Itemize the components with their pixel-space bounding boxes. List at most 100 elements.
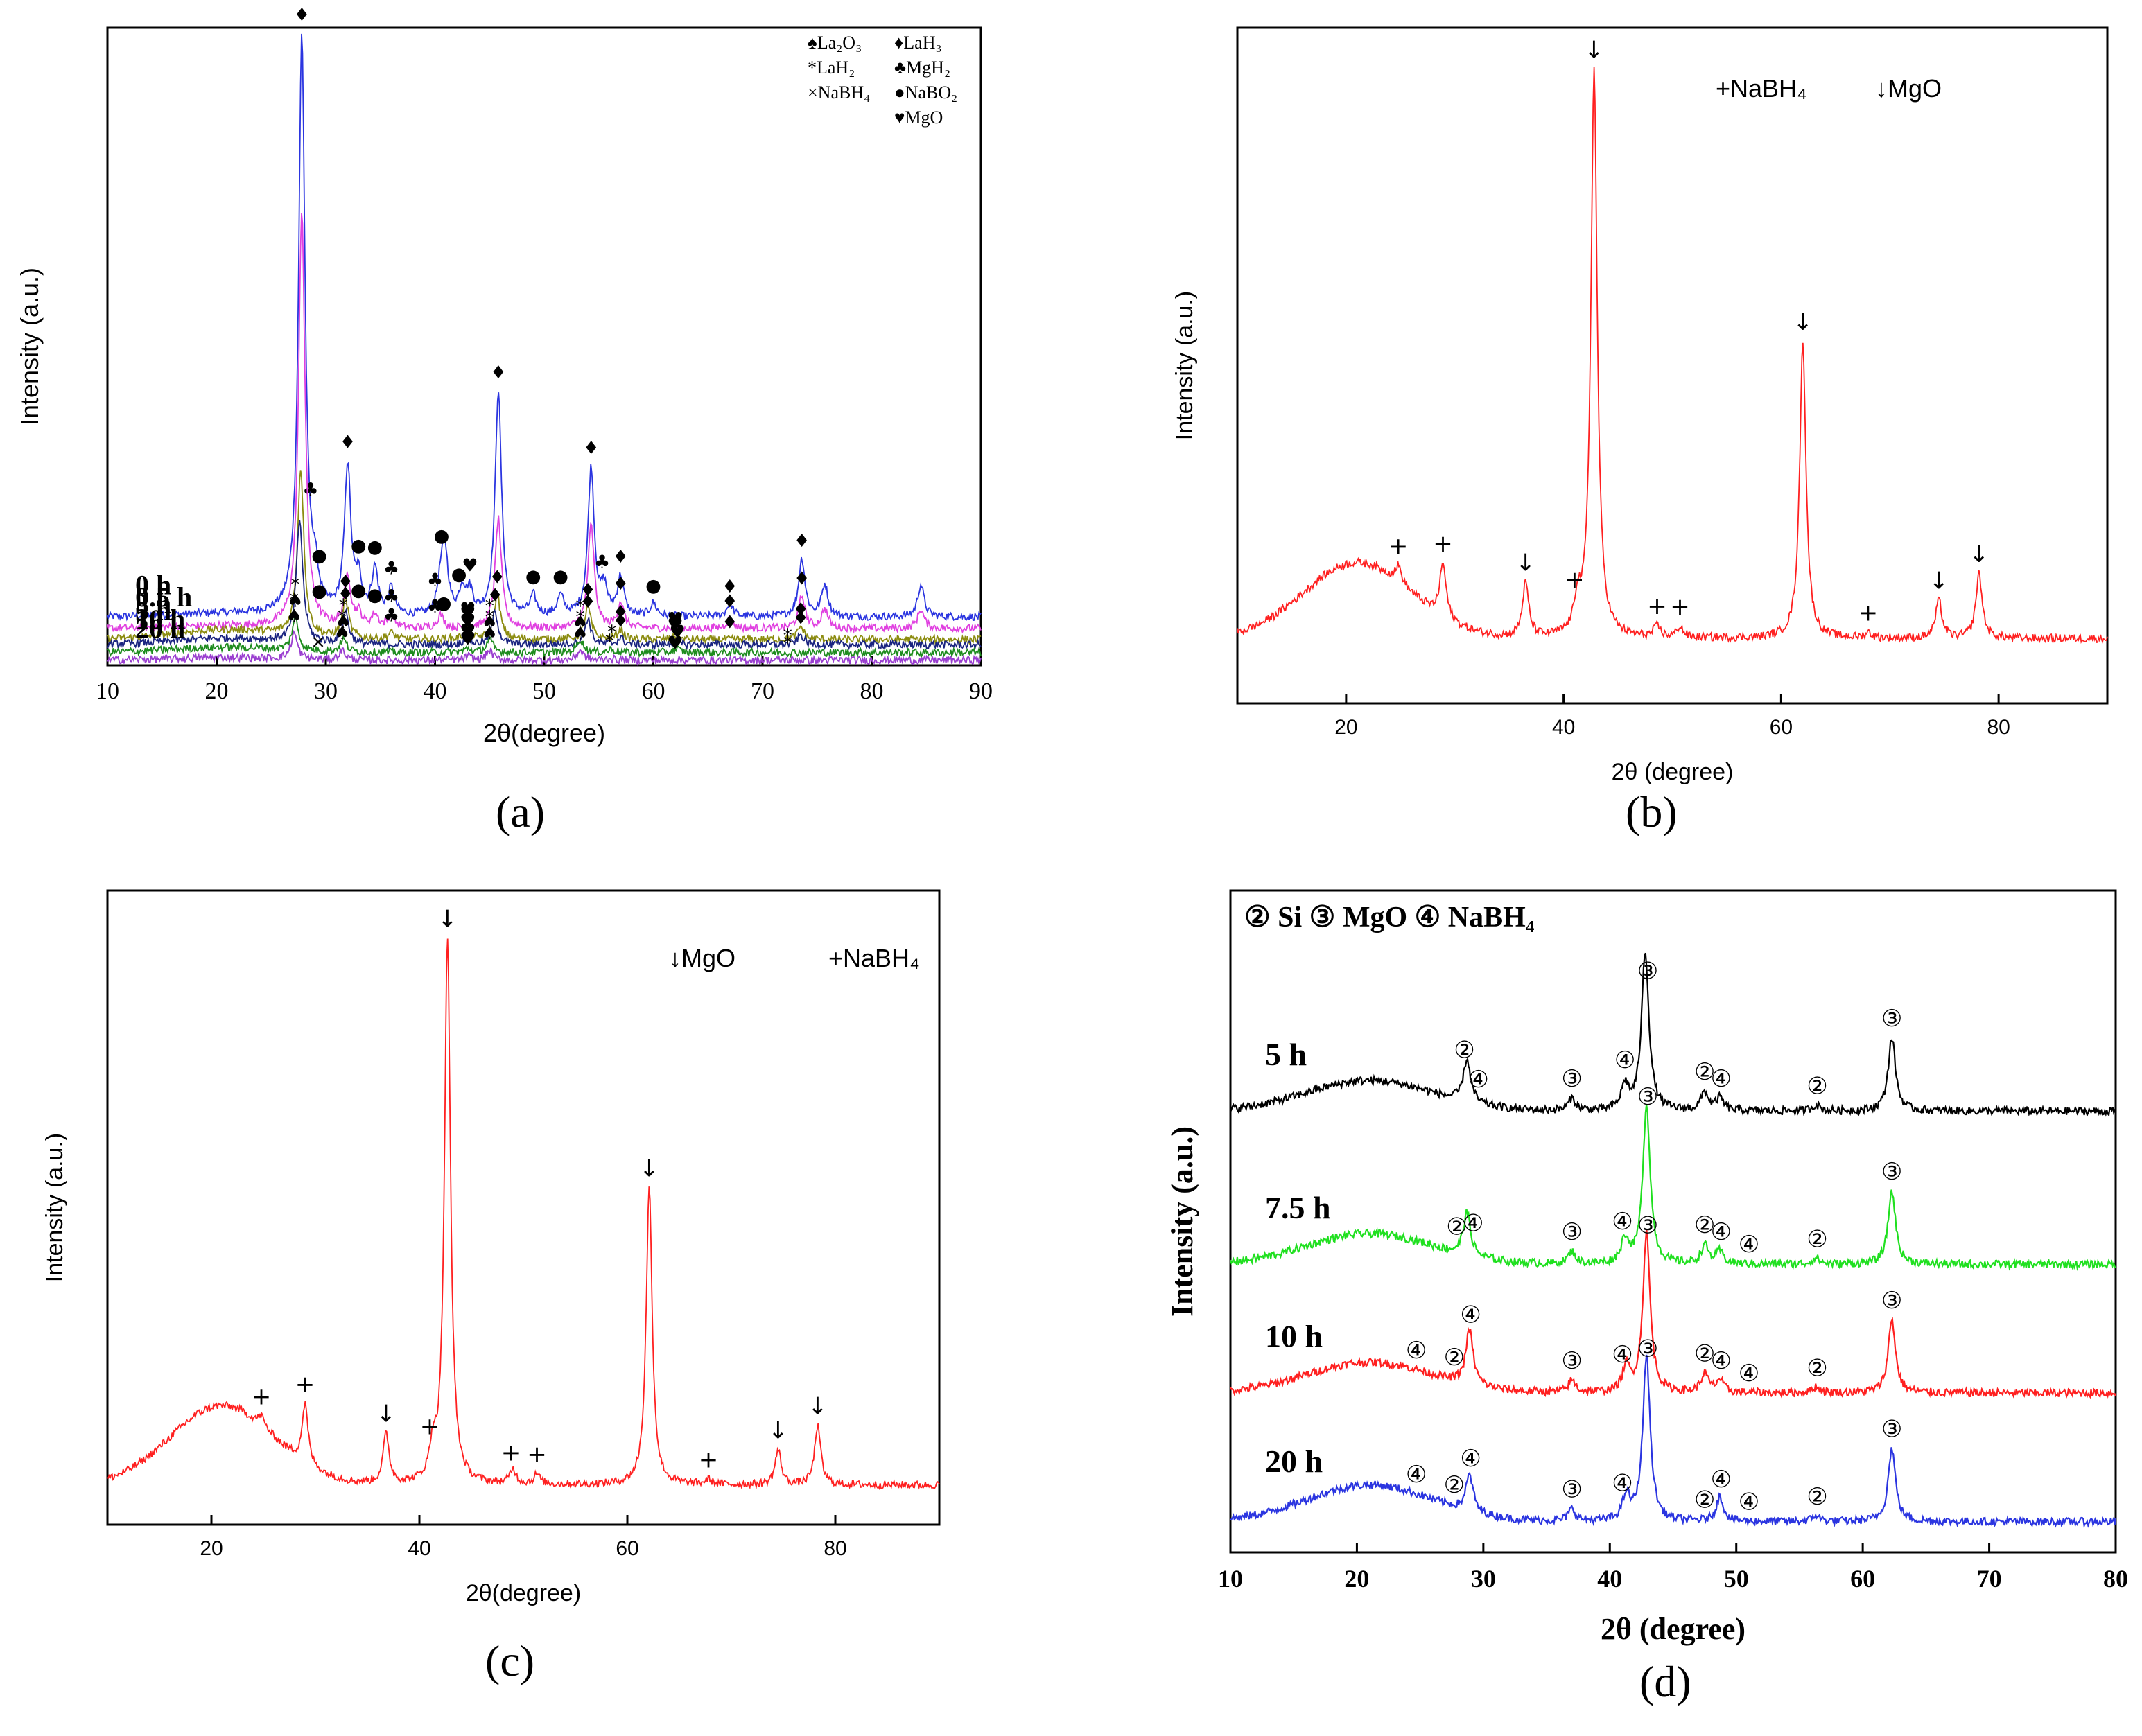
peak-marker-a-0-15: ♦ xyxy=(613,547,629,568)
x-axis-label-a: 2θ(degree) xyxy=(483,719,605,747)
legend-entry-b-1: ↓MgO xyxy=(1875,74,1942,103)
series-label-a-3: 5 h xyxy=(135,595,171,626)
peak-marker-d-1-9: ③ xyxy=(1881,1158,1902,1186)
peak-marker-d-2-4: ④ xyxy=(1612,1341,1632,1369)
peak-marker-d-3-5: ③ xyxy=(1637,1335,1658,1362)
peak-marker-a-4-7: ♠ xyxy=(572,613,588,633)
peak-marker-a-2-8: ♦ xyxy=(792,599,808,620)
series-label-d-3: 20 h xyxy=(1265,1444,1323,1479)
peak-marker-a-5-2: ♠ xyxy=(334,623,350,644)
peak-marker-d-2-7: ④ xyxy=(1711,1347,1732,1375)
series-label-d-0: 5 h xyxy=(1265,1037,1307,1072)
peak-marker-d-0-0: ② xyxy=(1454,1036,1474,1064)
peak-marker-d-3-2: ④ xyxy=(1460,1445,1481,1473)
series-line-d-3 xyxy=(1230,1354,2117,1529)
series-label-a-0: 0 h xyxy=(135,570,171,601)
peak-marker-a-0-8: ● xyxy=(451,564,467,585)
peak-marker-c-0-4: ↓ xyxy=(437,905,458,933)
peak-marker-d-0-6: ④ xyxy=(1711,1065,1732,1093)
legend-entry-a-0-1: ♦LaH₃ xyxy=(894,33,942,53)
peak-marker-a-0-6: ♣ xyxy=(427,570,443,591)
legend-d: ② Si ③ MgO ④ NaBH₄ xyxy=(1244,902,1535,933)
x-tick-label-a-5: 60 xyxy=(642,678,665,704)
peak-marker-d-1-7: ④ xyxy=(1739,1231,1759,1259)
x-axis-label-b: 2θ (degree) xyxy=(1612,759,1734,785)
peak-marker-d-0-3: ④ xyxy=(1614,1046,1635,1074)
peak-marker-a-2-2: ♥ xyxy=(460,603,476,624)
peak-marker-a-3-6: ♦ xyxy=(792,608,808,629)
x-tick-label-c-2: 60 xyxy=(616,1537,638,1560)
peak-marker-a-1-7: ♦ xyxy=(613,574,629,595)
peak-marker-d-2-9: ② xyxy=(1806,1354,1827,1382)
peak-marker-d-0-7: ② xyxy=(1806,1073,1827,1101)
peak-marker-d-3-7: ④ xyxy=(1711,1466,1732,1493)
peak-marker-a-4-2: ♠ xyxy=(336,612,351,633)
peak-marker-a-0-14: ♣ xyxy=(594,552,610,572)
peak-marker-a-1-8: ♦ xyxy=(722,592,738,613)
series-line-d-2 xyxy=(1230,1229,2117,1399)
peak-marker-b-0-10: ↓ xyxy=(1969,541,1989,568)
peak-marker-a-1-1: ● xyxy=(351,580,367,601)
x-tick-label-a-1: 20 xyxy=(205,678,229,704)
peak-marker-d-3-8: ④ xyxy=(1739,1488,1759,1516)
peak-marker-a-4-1: * xyxy=(290,575,299,595)
series-line-a-0 xyxy=(107,33,982,622)
peak-marker-d-3-10: ③ xyxy=(1881,1416,1902,1444)
peak-marker-d-0-8: ③ xyxy=(1881,1005,1902,1033)
peak-marker-a-5-7: * xyxy=(485,607,494,628)
peak-marker-d-2-0: ④ xyxy=(1406,1337,1427,1365)
peak-marker-a-3-2: ♦ xyxy=(487,585,503,606)
legend-entry-b-0: +NaBH₄ xyxy=(1716,74,1807,103)
series-line-a-5 xyxy=(107,629,982,667)
peak-marker-a-5-3: * xyxy=(338,607,347,628)
peak-marker-a-0-1: ♣ xyxy=(302,480,318,500)
x-tick-label-c-1: 40 xyxy=(408,1537,430,1560)
peak-marker-a-1-0: ● xyxy=(311,581,327,602)
peak-marker-a-4-8: * xyxy=(575,596,584,617)
plot-frame-a xyxy=(106,26,982,667)
peak-marker-d-1-6: ④ xyxy=(1711,1218,1732,1246)
peak-marker-c-0-0: + xyxy=(252,1383,272,1410)
caption-a: (a) xyxy=(496,787,546,836)
peak-marker-a-0-13: ♦ xyxy=(583,438,599,459)
caption-c: (c) xyxy=(485,1636,535,1685)
x-tick-label-d-2: 30 xyxy=(1471,1565,1496,1593)
peak-marker-a-2-0: ♦ xyxy=(338,572,354,593)
legend-entry-a-2-1: ●NaBO₂ xyxy=(894,82,957,103)
peak-marker-a-5-8: ♠ xyxy=(572,624,588,645)
legend-entry-a-0-0: ♠La₂O₃ xyxy=(808,33,862,53)
peak-marker-d-0-2: ③ xyxy=(1561,1065,1582,1093)
x-tick-label-b-0: 20 xyxy=(1334,716,1357,739)
x-tick-label-d-5: 60 xyxy=(1850,1565,1875,1593)
x-axis-label-d: 2θ (degree) xyxy=(1601,1612,1745,1646)
x-tick-label-b-1: 40 xyxy=(1552,716,1575,739)
peak-marker-c-0-5: + xyxy=(501,1439,521,1466)
peak-marker-a-1-3: ♣ xyxy=(383,586,399,607)
peak-marker-a-5-1: * xyxy=(290,590,299,611)
peak-marker-b-0-4: ↓ xyxy=(1584,36,1604,64)
peak-marker-a-4-11: * xyxy=(783,625,792,646)
x-tick-label-a-6: 70 xyxy=(751,678,774,704)
x-tick-label-d-7: 80 xyxy=(2103,1565,2128,1593)
peak-marker-a-5-10: * xyxy=(605,631,614,652)
x-tick-label-d-3: 40 xyxy=(1597,1565,1622,1593)
peak-marker-b-0-7: ↓ xyxy=(1793,308,1813,336)
peak-marker-a-4-9: * xyxy=(607,622,616,642)
series-label-a-2: 3 h xyxy=(135,588,171,619)
peak-marker-d-1-2: ③ xyxy=(1561,1218,1582,1246)
peak-marker-a-3-1: ♥ xyxy=(460,611,476,632)
peak-marker-a-3-3: ♦ xyxy=(580,592,595,613)
peak-marker-a-0-16: ● xyxy=(645,575,661,596)
y-axis-label-a: Intensity (a.u.) xyxy=(15,268,44,426)
peak-marker-b-0-0: + xyxy=(1388,533,1409,561)
series-line-a-3 xyxy=(107,520,982,651)
y-axis-label-b: Intensity (a.u.) xyxy=(1172,291,1198,440)
plot-frame-c xyxy=(106,889,941,1526)
peak-marker-d-2-8: ④ xyxy=(1739,1360,1759,1387)
peak-marker-a-3-5: ♥ xyxy=(667,614,683,635)
peak-marker-b-0-5: + xyxy=(1647,593,1667,620)
peak-marker-a-0-11: ● xyxy=(525,566,541,587)
peak-marker-d-2-10: ③ xyxy=(1881,1287,1902,1315)
peak-marker-b-0-9: ↓ xyxy=(1929,567,1949,595)
